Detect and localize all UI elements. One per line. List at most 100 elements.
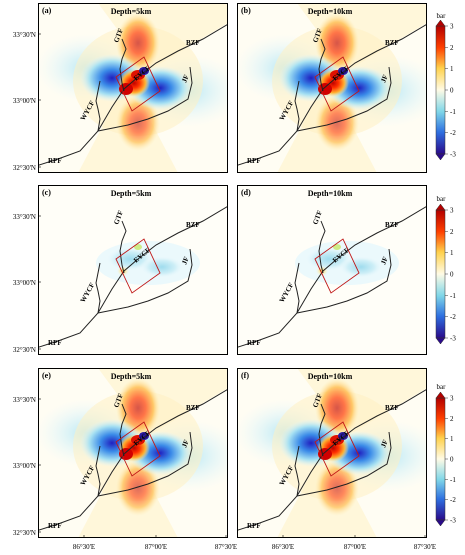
panel-frame (237, 3, 427, 173)
colorbar-tick-label: -1 (450, 108, 456, 116)
fault-label: BZF (385, 39, 399, 47)
fault-label: JF (379, 439, 389, 449)
colorbar-arrow-top (435, 391, 446, 399)
fault-label: RPF (48, 339, 62, 347)
colorbar-arrow-bottom (435, 337, 446, 345)
colorbar-tick-label: 3 (450, 395, 454, 403)
latitude-label: 33°00'N (13, 97, 36, 105)
rupture-box (115, 56, 161, 112)
fault-line-west-branch (294, 80, 300, 132)
negative-core-spot (139, 432, 149, 440)
longitude-label: 86°30'E (73, 543, 95, 550)
colorbar-tick-label: -2 (450, 129, 456, 137)
rupture-box (314, 56, 360, 112)
stress-field (38, 3, 228, 173)
depth-label: Depth=5km (111, 372, 152, 381)
colorbar-tick-label: 1 (450, 249, 454, 257)
longitude-label: 87°30'E (414, 543, 436, 550)
fault-line-jf (296, 248, 392, 314)
colorbar-gradient (435, 25, 446, 155)
negative-lobe (140, 256, 184, 278)
positive-lobe-south (116, 460, 160, 516)
fault-line-west-branch (294, 262, 300, 314)
fault-label: BZF (186, 221, 200, 229)
fault-line-jf (296, 66, 392, 132)
stress-field (237, 3, 427, 173)
longitude-label: 87°00'E (145, 543, 167, 550)
latitude-label: 33°30'N (13, 213, 36, 221)
fault-label: JF (379, 74, 389, 84)
rupture-box (115, 238, 161, 294)
colorbar-tick-label: 2 (450, 44, 454, 52)
fault-label: BZF (186, 404, 200, 412)
fault-line-jf (97, 431, 193, 497)
panel-letter: (f) (241, 371, 249, 380)
colorbar-tick-label: 1 (450, 65, 454, 73)
panel-frame (38, 3, 228, 173)
stress-field (38, 185, 228, 355)
depth-label: Depth=5km (111, 7, 152, 16)
fault-line-west-branch (95, 262, 101, 314)
colorbar-tick-label: -1 (450, 292, 456, 300)
fault-line-gtf (119, 220, 127, 274)
colorbar-tick-label: -3 (450, 335, 456, 343)
latitude-label: 32°30'N (13, 346, 36, 354)
fault-label: JF (180, 256, 190, 266)
colorbar-tick-label: 0 (450, 456, 454, 464)
fault-line-gtf (318, 38, 326, 92)
colorbar-gradient (435, 397, 446, 521)
depth-label: Depth=10km (308, 189, 353, 198)
depth-label: Depth=10km (308, 7, 353, 16)
longitude-label: 87°00'E (344, 543, 366, 550)
fault-label: RPF (247, 157, 261, 165)
colorbar-arrow-bottom (435, 153, 446, 161)
fault-label: RPF (247, 339, 261, 347)
panel-letter: (e) (42, 371, 51, 380)
latitude-label: 33°00'N (13, 279, 36, 287)
panel-letter: (b) (241, 6, 251, 15)
fault-line-gtf (318, 220, 326, 274)
latitude-label: 33°00'N (13, 462, 36, 470)
fault-label: JF (180, 74, 190, 84)
longitude-label: 86°30'E (272, 543, 294, 550)
latitude-label: 32°30'N (13, 529, 36, 537)
colorbar-tick-label: -3 (450, 517, 456, 525)
fault-label: BZF (186, 39, 200, 47)
depth-label: Depth=10km (308, 372, 353, 381)
panel-letter: (c) (42, 188, 51, 197)
fault-line-gtf (119, 38, 127, 92)
positive-lobe-south (315, 460, 359, 516)
fault-line-west-branch (294, 445, 300, 497)
fault-line-west-branch (95, 80, 101, 132)
panel-letter: (a) (42, 6, 52, 15)
colorbar-tick-label: 2 (450, 228, 454, 236)
stress-field (237, 185, 427, 355)
panel-frame (237, 368, 427, 538)
fault-label: BZF (385, 221, 399, 229)
negative-core-spot (338, 67, 348, 75)
colorbar-tick-label: -1 (450, 476, 456, 484)
fault-line-gtf (119, 403, 127, 457)
colorbar-unit-label: bar (437, 195, 447, 203)
colorbar-arrow-top (435, 19, 446, 27)
colorbar-unit-label: bar (437, 12, 447, 20)
colorbar-arrow-top (435, 203, 446, 211)
rupture-box (115, 421, 161, 477)
positive-spot (134, 244, 142, 250)
positive-lobe-south (116, 95, 160, 151)
colorbar-tick-label: -2 (450, 496, 456, 504)
rupture-box (314, 421, 360, 477)
latitude-label: 33°30'N (13, 396, 36, 404)
colorbar-arrow-bottom (435, 519, 446, 527)
colorbar-tick-label: -2 (450, 313, 456, 321)
fault-label: RPF (48, 522, 62, 530)
stress-field (237, 368, 427, 538)
fault-line-jf (97, 66, 193, 132)
